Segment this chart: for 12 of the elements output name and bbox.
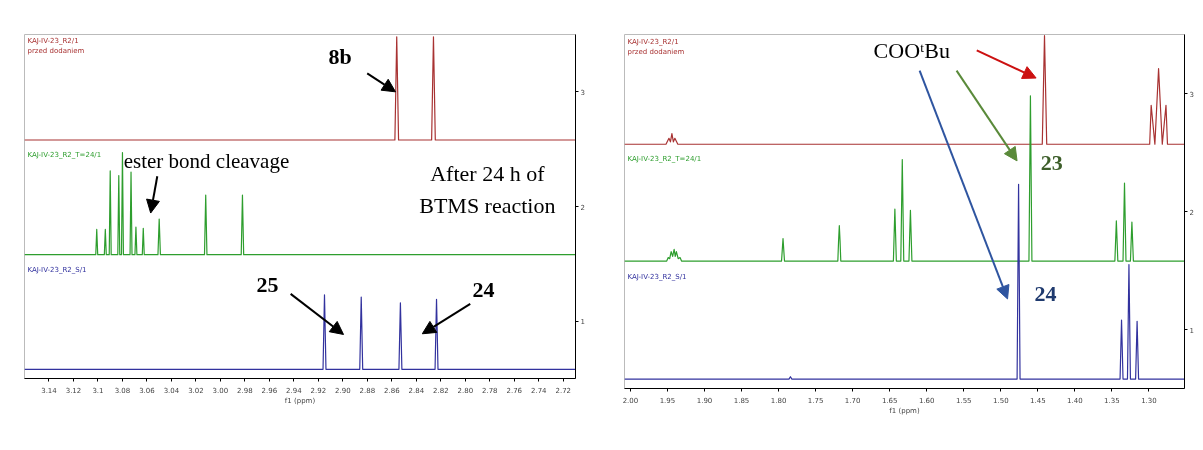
annotation: 23 bbox=[1040, 150, 1063, 176]
annotation: ester bond cleavage bbox=[123, 149, 290, 174]
annotation: 8b bbox=[328, 44, 352, 70]
annotation: After 24 h of BTMS reaction bbox=[419, 160, 556, 219]
line-series bbox=[624, 183, 1185, 380]
annotation: 24 bbox=[1034, 280, 1057, 306]
line-series bbox=[624, 35, 1185, 145]
annotation: COOᵗBu bbox=[873, 37, 950, 63]
annotation: 25 bbox=[256, 271, 279, 297]
annotation: 24 bbox=[472, 276, 495, 302]
line-series bbox=[24, 152, 576, 256]
line-series bbox=[624, 95, 1185, 262]
